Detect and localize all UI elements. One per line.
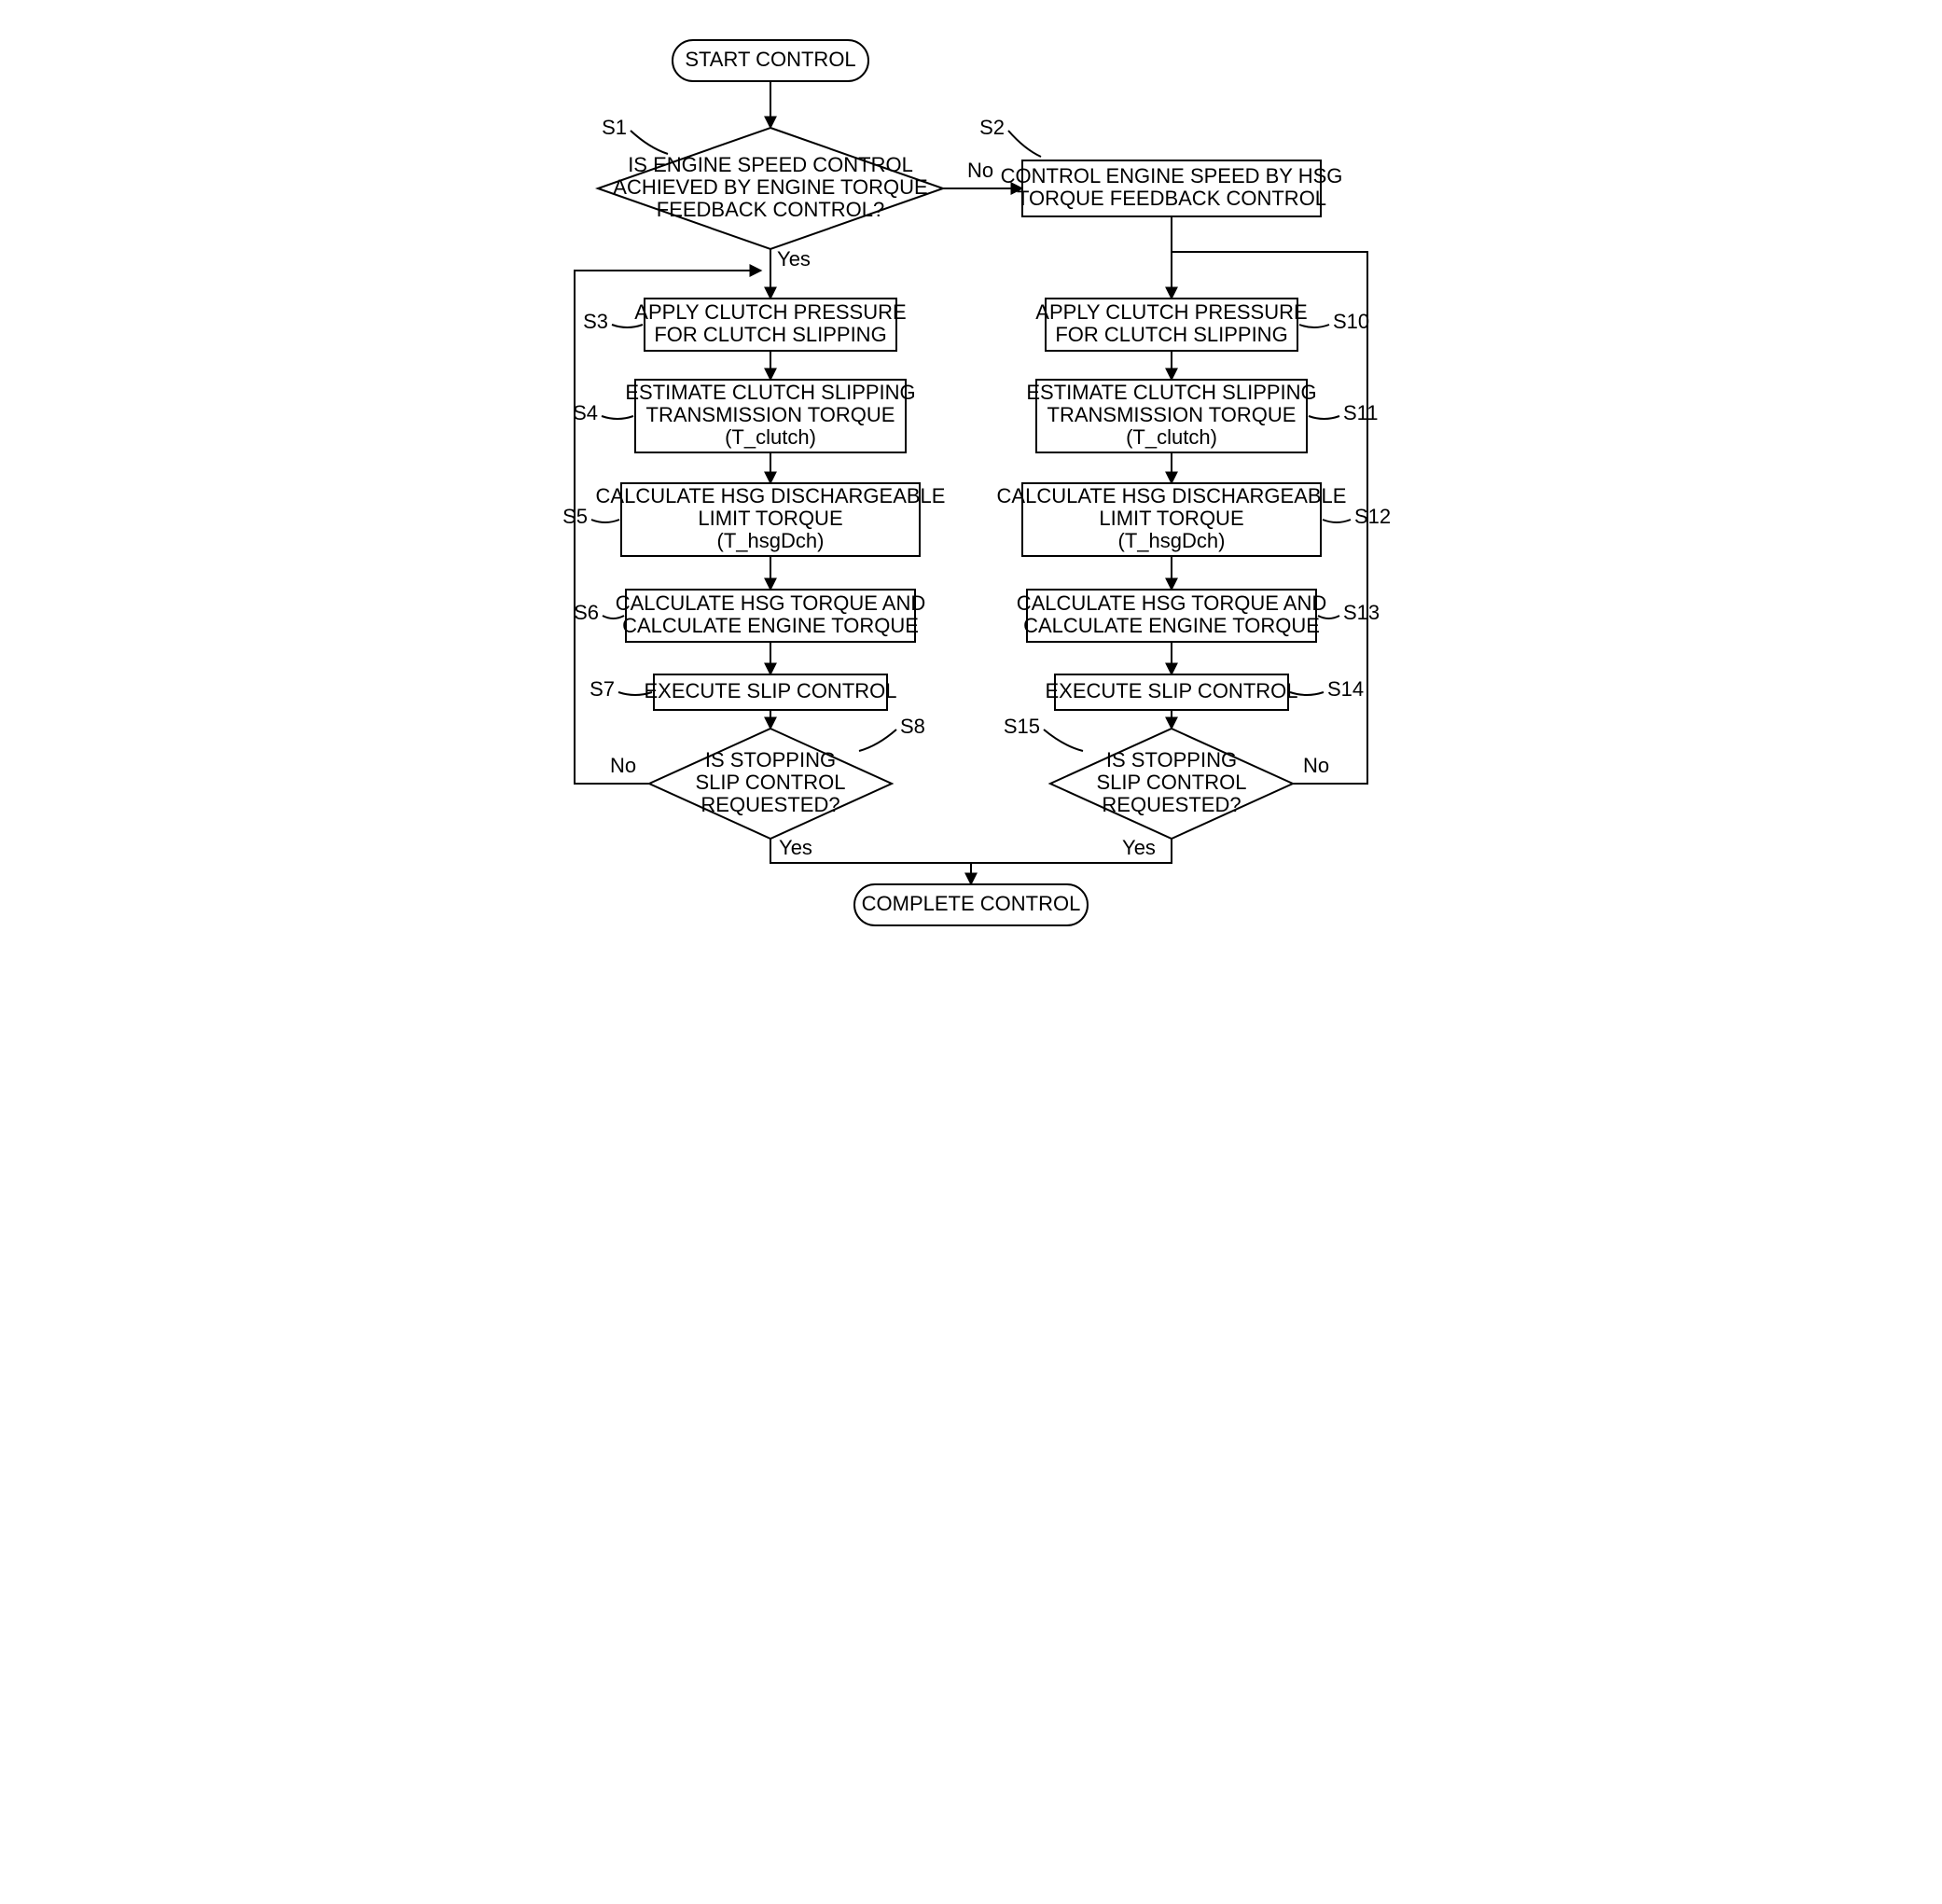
edge-label: No xyxy=(1302,754,1328,777)
node-text: ESTIMATE CLUTCH SLIPPING xyxy=(1026,381,1316,404)
node-text: TORQUE FEEDBACK CONTROL xyxy=(1016,187,1325,210)
edge-label: Yes xyxy=(779,836,812,859)
step-label: S7 xyxy=(590,677,615,701)
node-text: CALCULATE ENGINE TORQUE xyxy=(622,614,919,637)
node-s12: CALCULATE HSG DISCHARGEABLELIMIT TORQUE(… xyxy=(996,483,1346,556)
node-text: IS STOPPING xyxy=(1105,748,1236,771)
edge-label: Yes xyxy=(1122,836,1156,859)
step-label: S15 xyxy=(1003,715,1039,738)
node-text: CALCULATE ENGINE TORQUE xyxy=(1023,614,1320,637)
node-text: CALCULATE HSG TORQUE AND xyxy=(1016,591,1326,615)
node-text: (T_clutch) xyxy=(725,425,816,449)
step-label: S8 xyxy=(900,715,925,738)
node-text: SLIP CONTROL xyxy=(695,771,845,794)
step-label: S2 xyxy=(979,116,1005,139)
node-s15: IS STOPPINGSLIP CONTROLREQUESTED? xyxy=(1050,729,1293,839)
step-label: S4 xyxy=(573,401,598,424)
node-s5: CALCULATE HSG DISCHARGEABLELIMIT TORQUE(… xyxy=(595,483,945,556)
step-label: S13 xyxy=(1343,601,1380,624)
node-start: START CONTROL xyxy=(673,40,868,81)
step-leader xyxy=(1318,616,1339,618)
step-leader xyxy=(1044,730,1083,751)
node-s3: APPLY CLUTCH PRESSUREFOR CLUTCH SLIPPING xyxy=(634,299,906,351)
node-text: (T_hsgDch) xyxy=(716,529,824,552)
node-text: ACHIEVED BY ENGINE TORQUE xyxy=(613,175,927,199)
node-s13: CALCULATE HSG TORQUE ANDCALCULATE ENGINE… xyxy=(1016,590,1326,642)
node-text: APPLY CLUTCH PRESSURE xyxy=(1035,300,1307,324)
node-text: ESTIMATE CLUTCH SLIPPING xyxy=(625,381,915,404)
node-s14: EXECUTE SLIP CONTROL xyxy=(1045,674,1297,710)
step-leader xyxy=(1309,416,1339,419)
step-leader xyxy=(1323,520,1351,522)
step-label: S1 xyxy=(602,116,627,139)
node-text: LIMIT TORQUE xyxy=(698,507,842,530)
node-text: (T_clutch) xyxy=(1126,425,1217,449)
node-text: (T_hsgDch) xyxy=(1117,529,1225,552)
node-text: COMPLETE CONTROL xyxy=(861,892,1080,915)
node-text: EXECUTE SLIP CONTROL xyxy=(1045,679,1297,702)
step-label: S6 xyxy=(574,601,599,624)
node-text: CALCULATE HSG DISCHARGEABLE xyxy=(595,484,945,507)
step-leader xyxy=(1299,325,1329,327)
node-text: CALCULATE HSG DISCHARGEABLE xyxy=(996,484,1346,507)
node-s6: CALCULATE HSG TORQUE ANDCALCULATE ENGINE… xyxy=(615,590,925,642)
node-text: IS STOPPING xyxy=(704,748,835,771)
node-text: CONTROL ENGINE SPEED BY HSG xyxy=(1000,164,1342,188)
step-label: S10 xyxy=(1333,310,1369,333)
node-s2: CONTROL ENGINE SPEED BY HSGTORQUE FEEDBA… xyxy=(1000,160,1342,216)
node-s11: ESTIMATE CLUTCH SLIPPINGTRANSMISSION TOR… xyxy=(1026,380,1316,452)
node-text: LIMIT TORQUE xyxy=(1099,507,1243,530)
step-leader xyxy=(1008,131,1041,157)
node-text: REQUESTED? xyxy=(1102,793,1241,816)
step-leader xyxy=(591,520,619,522)
node-s7: EXECUTE SLIP CONTROL xyxy=(644,674,896,710)
edge-label: No xyxy=(966,159,992,182)
step-label: S5 xyxy=(562,505,588,528)
node-text: TRANSMISSION TORQUE xyxy=(645,403,895,426)
node-text: FEEDBACK CONTROL? xyxy=(656,198,884,221)
step-leader xyxy=(859,730,896,751)
node-text: FOR CLUTCH SLIPPING xyxy=(654,323,886,346)
node-text: IS ENGINE SPEED CONTROL xyxy=(628,153,913,176)
node-s4: ESTIMATE CLUTCH SLIPPINGTRANSMISSION TOR… xyxy=(625,380,915,452)
step-label: S12 xyxy=(1354,505,1391,528)
node-text: APPLY CLUTCH PRESSURE xyxy=(634,300,906,324)
step-leader xyxy=(612,325,643,327)
node-text: REQUESTED? xyxy=(701,793,839,816)
edge-label: No xyxy=(609,754,635,777)
node-s8: IS STOPPINGSLIP CONTROLREQUESTED? xyxy=(649,729,892,839)
edge-label: Yes xyxy=(777,247,811,271)
step-label: S14 xyxy=(1327,677,1364,701)
flowchart-canvas: START CONTROL IS ENGINE SPEED CONTROLACHI… xyxy=(486,0,1457,952)
node-text: START CONTROL xyxy=(685,48,855,71)
node-text: EXECUTE SLIP CONTROL xyxy=(644,679,896,702)
node-s10: APPLY CLUTCH PRESSUREFOR CLUTCH SLIPPING xyxy=(1035,299,1307,351)
step-leader xyxy=(603,616,624,618)
step-label: S11 xyxy=(1343,401,1379,424)
step-leader xyxy=(631,131,668,154)
node-text: CALCULATE HSG TORQUE AND xyxy=(615,591,925,615)
node-text: FOR CLUTCH SLIPPING xyxy=(1055,323,1287,346)
node-text: SLIP CONTROL xyxy=(1096,771,1246,794)
step-leader xyxy=(602,416,633,419)
node-end: COMPLETE CONTROL xyxy=(854,884,1088,925)
step-label: S3 xyxy=(583,310,608,333)
node-text: TRANSMISSION TORQUE xyxy=(1047,403,1296,426)
